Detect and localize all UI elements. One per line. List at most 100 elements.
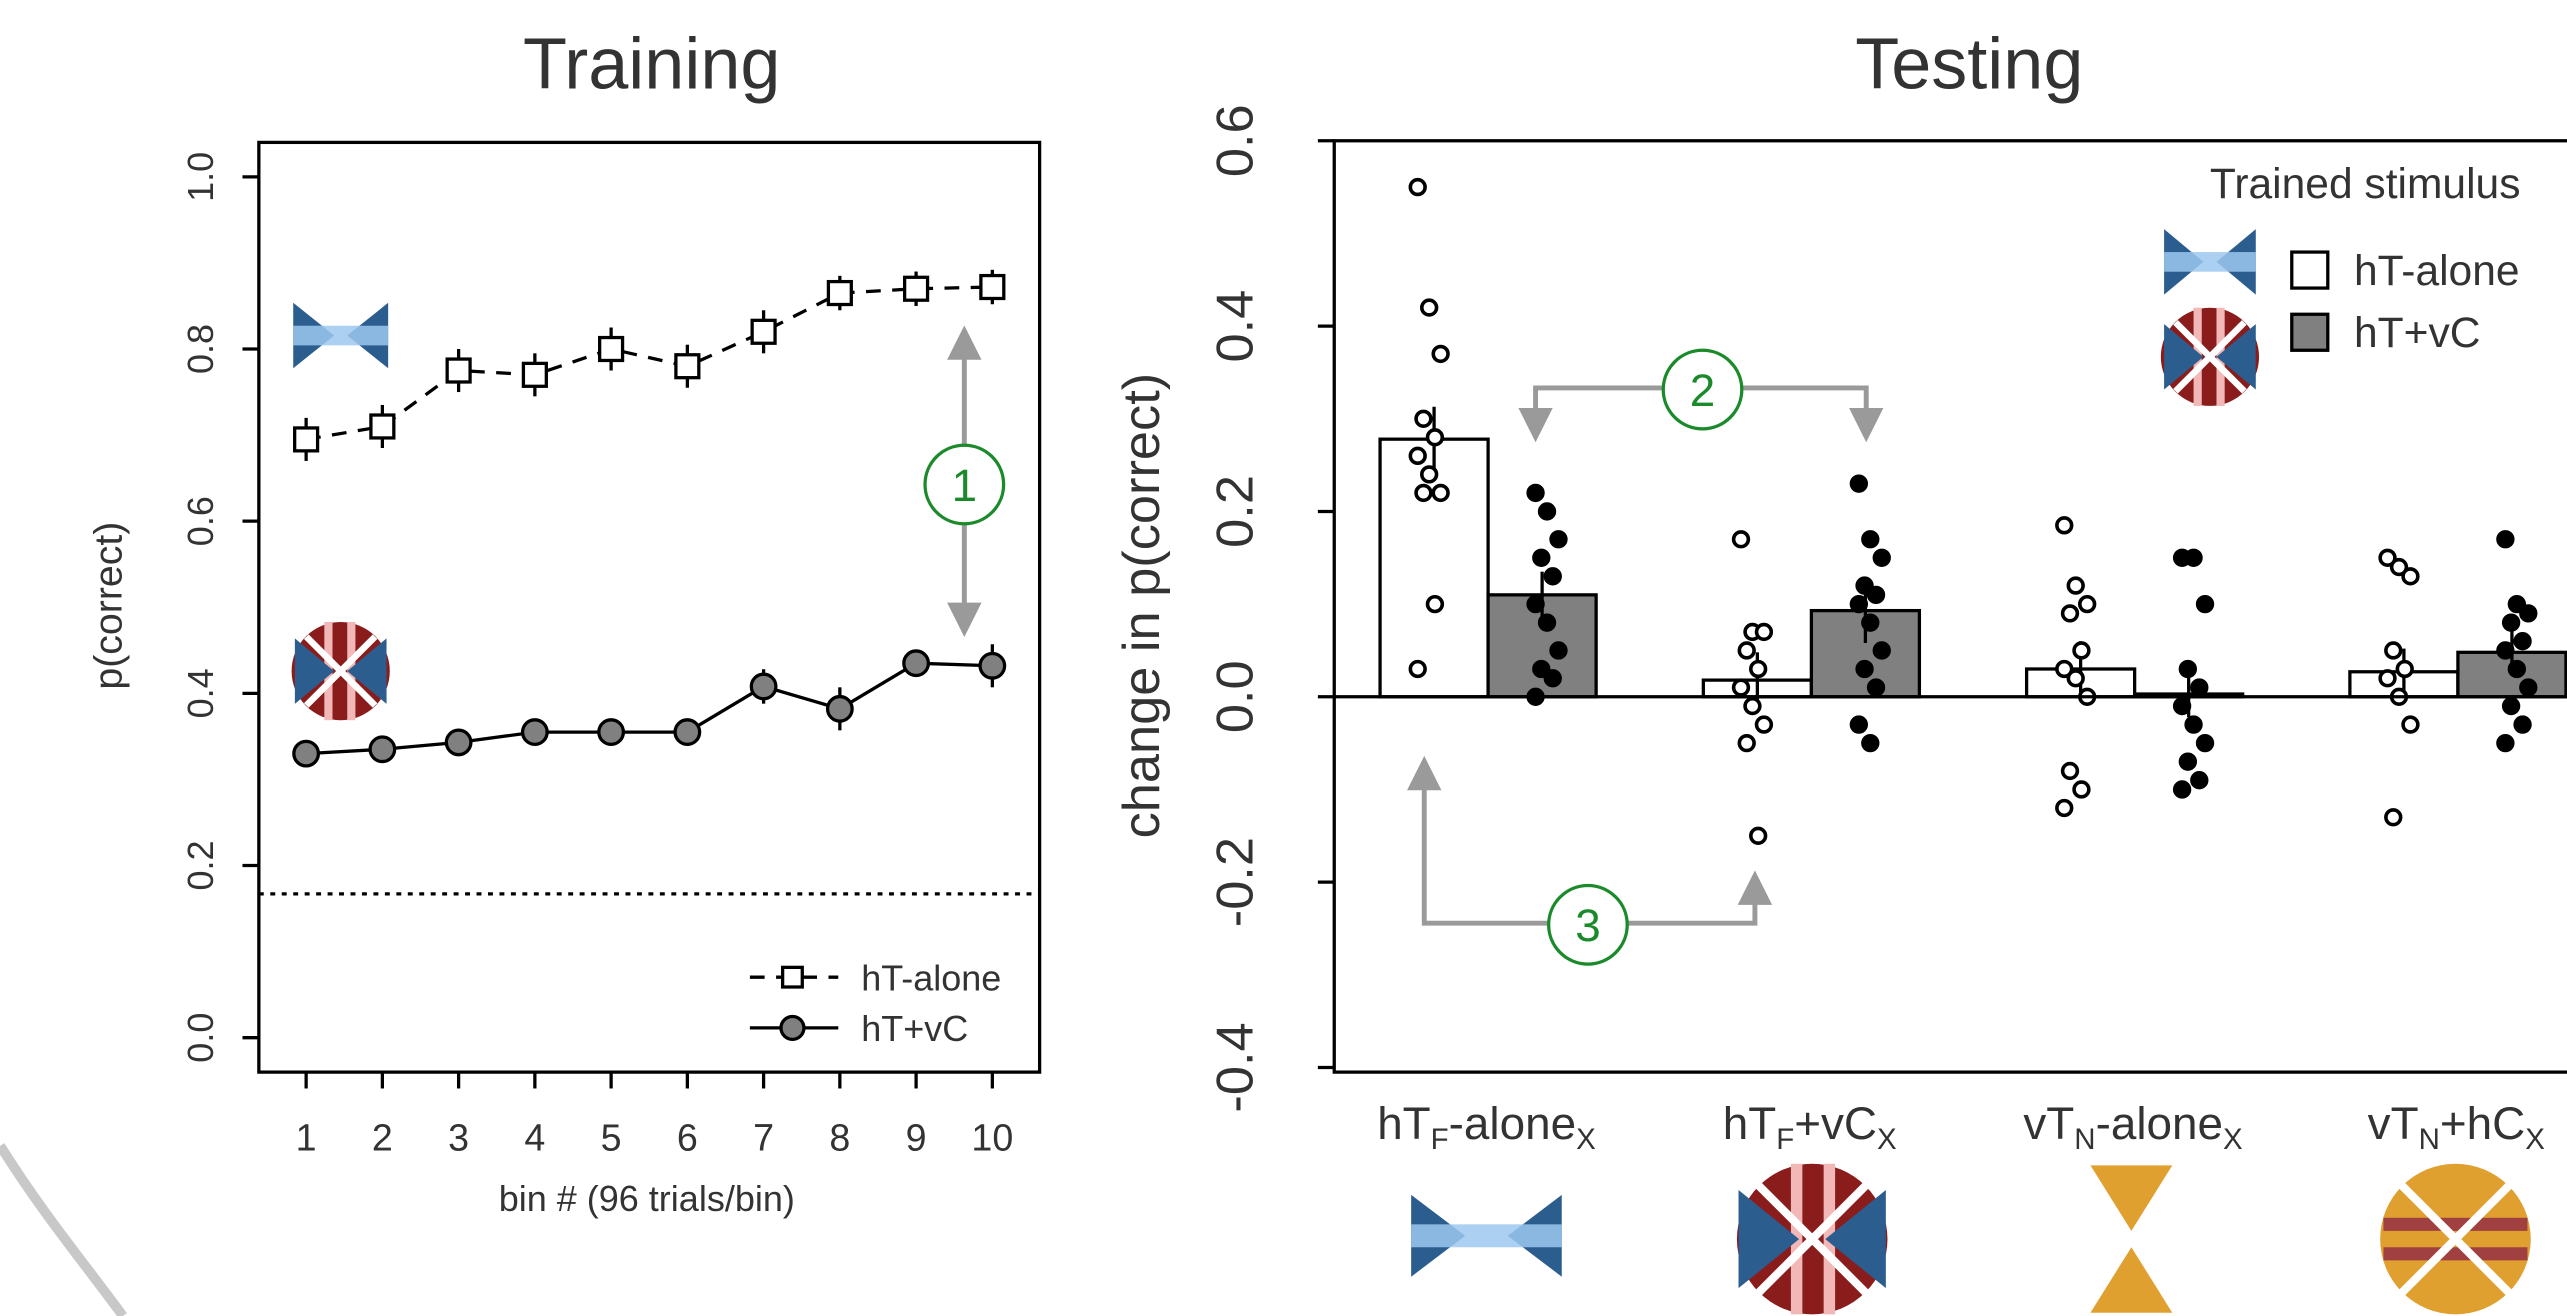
x-tick-label-part: hT [1377,1098,1430,1149]
data-point [2507,659,2527,679]
data-point [2401,567,2420,586]
testing-y-label: change in p(correct) [1113,373,1171,839]
legend-label: hT-alone [861,957,1001,998]
x-tick-label: 6 [677,1117,698,1159]
data-point [2501,696,2521,716]
y-tick-label: 0.4 [180,668,221,718]
data-point [1855,576,1874,595]
data-point [1420,465,1439,484]
point [444,728,473,757]
data-point [1425,428,1445,447]
data-point [2066,576,2085,595]
annotation: 2 [1690,365,1716,416]
x-tick-label-part: vT [2368,1098,2419,1149]
data-point [2078,594,2097,614]
data-point [1754,622,1774,642]
x-tick-label: hTF-aloneX [1377,1098,1596,1156]
x-tick-label-part: hT [1723,1098,1776,1149]
training-x-label: bin # (96 trials/bin) [499,1178,795,1219]
data-point [1408,446,1427,466]
point [368,735,397,764]
data-point [1537,613,1557,632]
x-tick-label-part: -alone [2096,1098,2223,1149]
x-tick-label-part: vT [2023,1098,2074,1149]
testing-frame [1332,139,2567,1074]
data-point [1866,585,1886,605]
y-tick-label: 1.0 [180,152,221,202]
y-tick-label: -0.4 [1206,1022,1264,1112]
data-point [1855,659,1874,679]
x-tick-label-part: -alone [1449,1098,1576,1149]
data-point [1731,530,1751,549]
data-point [2178,659,2198,679]
data-point [1414,409,1433,428]
data-point [1737,641,1756,660]
data-point [2513,715,2532,734]
point [903,275,930,302]
data-point [2060,761,2080,781]
data-point [2513,632,2532,651]
data-point [1543,669,1562,688]
y-tick-label: 0.0 [1206,660,1264,733]
legend-swatch [2290,250,2330,290]
icon-bowtie [293,302,389,369]
y-tick-label: 0.8 [180,324,221,374]
decor-arc [0,1143,127,1316]
data-point [1849,594,1869,614]
x-tick-label: vTN-aloneX [2023,1098,2243,1156]
testing-title: Testing [1855,24,2083,104]
x-tick-label: vTN+hCX [2368,1098,2546,1156]
series-line [305,285,993,442]
arrow [1407,755,1549,926]
x-tick-label: 7 [753,1117,774,1159]
point [978,651,1007,680]
data-point [1431,344,1450,364]
y-tick-label: 0.6 [180,496,221,546]
x-tick-label: 2 [372,1117,393,1159]
x-tick-label-sub: X [1877,1123,1897,1156]
data-point [1754,715,1774,734]
data-point [1737,733,1756,753]
point [292,739,321,768]
x-tick-label-sub: X [1576,1123,1596,1156]
point [750,318,777,345]
icon-plaid [2160,307,2260,406]
point [673,718,702,746]
x-tick-label-sub: X [2525,1123,2545,1156]
x-tick-label: 8 [829,1117,850,1159]
x-tick-label: 5 [601,1117,622,1159]
data-point [2519,604,2538,623]
icon-plaid-vertical [2380,1163,2531,1315]
data-point [1414,483,1433,503]
data-point [1849,715,1869,734]
data-point [2496,530,2515,549]
point [598,335,625,363]
y-tick-label: 0.2 [180,840,221,890]
data-point [1861,613,1880,632]
data-point [1849,474,1869,493]
point [749,672,778,701]
data-point [1861,733,1880,753]
point [597,718,626,746]
data-point [2384,808,2403,827]
data-point [1532,548,1551,567]
annotation-circle [1661,348,1744,431]
data-point [2060,604,2080,623]
data-point [2378,548,2397,567]
point [826,279,853,307]
legend-label: hT+vC [861,1008,968,1049]
x-tick-label-sub: N [2074,1123,2095,1156]
data-point [1526,594,1545,614]
data-point [1408,177,1427,197]
data-point [2395,659,2414,679]
x-tick-label-sub: F [1431,1123,1449,1156]
data-point [2172,780,2192,799]
point [825,694,854,723]
legend-title: Trained stimulus [2210,160,2521,208]
point [674,353,701,380]
data-point [2055,516,2074,535]
data-point [1549,530,1568,549]
data-point [2507,594,2527,614]
y-tick-label: 0.2 [1206,475,1264,548]
data-point [1543,567,1562,586]
